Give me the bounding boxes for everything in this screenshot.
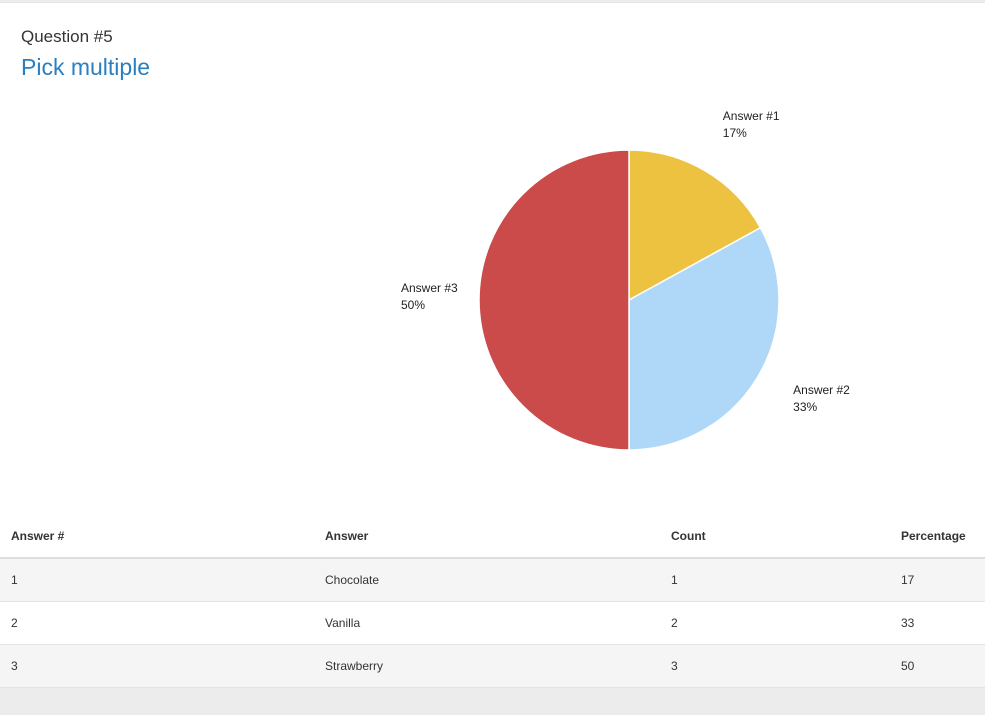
pie-slices bbox=[478, 149, 780, 451]
pie-slice-2 bbox=[628, 226, 780, 451]
cell-percentage: 17 bbox=[890, 558, 985, 602]
cell-answer-number: 2 bbox=[0, 601, 314, 645]
cell-answer: Strawberry bbox=[314, 644, 660, 688]
slice-value-label-2: 33% bbox=[793, 400, 817, 414]
cell-percentage: 33 bbox=[890, 601, 985, 645]
pie-chart: Answer #1 17% Answer #2 33% Answer #3 50% bbox=[401, 109, 850, 451]
cell-percentage: 50 bbox=[890, 644, 985, 688]
header-percentage: Percentage bbox=[890, 514, 985, 559]
slice-value-label-1: 17% bbox=[723, 126, 747, 140]
slice-label-1: Answer #1 bbox=[723, 109, 780, 123]
cell-count: 3 bbox=[660, 644, 890, 688]
pie-labels: Answer #1 17% Answer #2 33% Answer #3 50% bbox=[401, 109, 850, 414]
table-header-row: Answer # Answer Count Percentage bbox=[0, 514, 985, 559]
table-row: 3 Strawberry 3 50 bbox=[0, 644, 985, 688]
cell-answer: Vanilla bbox=[314, 601, 660, 645]
cell-count: 1 bbox=[660, 558, 890, 602]
cell-answer-number: 3 bbox=[0, 644, 314, 688]
question-title: Pick multiple bbox=[21, 54, 151, 80]
question-card: Question #5 Pick multiple Answer #1 17% An… bbox=[0, 2, 985, 688]
pie-slice-1 bbox=[628, 149, 762, 302]
header-answer: Answer bbox=[314, 514, 660, 559]
cell-count: 2 bbox=[660, 601, 890, 645]
cell-answer: Chocolate bbox=[314, 558, 660, 602]
results-table: Answer # Answer Count Percentage 1 Choco… bbox=[0, 514, 985, 688]
table-row: 2 Vanilla 2 33 bbox=[0, 601, 985, 645]
header-answer-number: Answer # bbox=[0, 514, 314, 559]
header-count: Count bbox=[660, 514, 890, 559]
slice-label-3: Answer #3 bbox=[401, 281, 458, 295]
table-row: 1 Chocolate 1 17 bbox=[0, 558, 985, 602]
slice-value-label-3: 50% bbox=[401, 298, 425, 312]
question-number: Question #5 bbox=[21, 27, 113, 46]
slice-label-2: Answer #2 bbox=[793, 383, 850, 397]
pie-slice-3 bbox=[478, 149, 630, 451]
cell-answer-number: 1 bbox=[0, 558, 314, 602]
